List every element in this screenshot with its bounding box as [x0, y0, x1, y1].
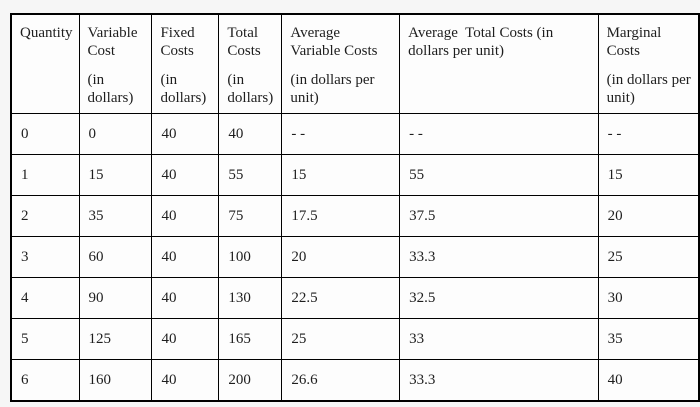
cell-r1-c6: 15: [597, 154, 700, 196]
cell-r2-c6: 20: [597, 195, 700, 237]
column-header-sublabel: (in dollars): [227, 72, 274, 106]
column-header-label: Marginal Costs: [606, 25, 666, 59]
cell-r0-c0: 0: [10, 113, 80, 155]
column-header-sublabel: (in dollars): [87, 72, 134, 106]
cell-r0-c2: 40: [151, 113, 220, 155]
cell-r5-c0: 5: [10, 318, 80, 360]
cell-r4-c6: 30: [597, 277, 700, 319]
column-header-label: Fixed Costs: [160, 25, 199, 59]
cell-r0-c5: - -: [399, 113, 599, 155]
cell-r6-c0: 6: [10, 359, 80, 401]
table-row-1: 1 15 40 55 15 55 15: [10, 154, 700, 196]
cell-r0-c6: - -: [597, 113, 700, 155]
column-header-label: Total Costs: [227, 25, 262, 59]
table-row-6: 6 160 40 200 26.6 33.3 40: [10, 359, 700, 401]
cell-r6-c2: 40: [151, 359, 220, 401]
cell-r5-c3: 165: [218, 318, 283, 360]
cell-r4-c1: 90: [78, 277, 153, 319]
column-header-6: Marginal Costs (in dollars per unit): [597, 13, 700, 114]
cell-r2-c4: 17.5: [281, 195, 401, 237]
column-header-label: Average Total Costs (in dollars per unit…: [408, 25, 557, 59]
table-row-5: 5 125 40 165 25 33 35: [10, 318, 700, 360]
cell-r1-c2: 40: [151, 154, 220, 196]
cell-r3-c4: 20: [281, 236, 401, 278]
cell-r3-c6: 25: [597, 236, 700, 278]
column-header-4: Average Variable Costs (in dollars per un…: [281, 13, 401, 114]
header-row: Quantity Variable Cost (in dollars) Fixed C…: [10, 13, 700, 114]
cell-r1-c1: 15: [78, 154, 153, 196]
cell-r1-c5: 55: [399, 154, 599, 196]
cell-r1-c3: 55: [218, 154, 283, 196]
cell-r4-c5: 32.5: [399, 277, 599, 319]
cell-r6-c1: 160: [78, 359, 153, 401]
column-header-label: Average Variable Costs: [290, 25, 378, 59]
cell-r3-c5: 33.3: [399, 236, 599, 278]
cell-r0-c3: 40: [218, 113, 283, 155]
column-header-label: Quantity: [20, 25, 73, 41]
table-row-2: 2 35 40 75 17.5 37.5 20: [10, 195, 700, 237]
cell-r6-c3: 200: [218, 359, 283, 401]
table-row-4: 4 90 40 130 22.5 32.5 30: [10, 277, 700, 319]
cell-r6-c5: 33.3: [399, 359, 599, 401]
cell-r3-c2: 40: [151, 236, 220, 278]
cell-r3-c1: 60: [78, 236, 153, 278]
column-header-sublabel: (in dollars per unit): [606, 72, 691, 106]
cost-table: Quantity Variable Cost (in dollars) Fixed C…: [10, 13, 700, 402]
cell-r3-c3: 100: [218, 236, 283, 278]
cell-r2-c2: 40: [151, 195, 220, 237]
table-row-3: 3 60 40 100 20 33.3 25: [10, 236, 700, 278]
column-header-sublabel: (in dollars per unit): [290, 72, 375, 106]
cell-r5-c4: 25: [281, 318, 401, 360]
cell-r2-c3: 75: [218, 195, 283, 237]
cell-r4-c0: 4: [10, 277, 80, 319]
cell-r1-c0: 1: [10, 154, 80, 196]
cell-r0-c1: 0: [78, 113, 153, 155]
cell-r3-c0: 3: [10, 236, 80, 278]
column-header-label: Variable Cost: [87, 25, 142, 59]
cell-r6-c6: 40: [597, 359, 700, 401]
cell-r2-c0: 2: [10, 195, 80, 237]
cell-r0-c4: - -: [281, 113, 401, 155]
cell-r5-c5: 33: [399, 318, 599, 360]
column-header-2: Fixed Costs (in dollars): [151, 13, 220, 114]
cell-r1-c4: 15: [281, 154, 401, 196]
cell-r4-c3: 130: [218, 277, 283, 319]
column-header-sublabel: (in dollars): [160, 72, 207, 106]
column-header-1: Variable Cost (in dollars): [78, 13, 153, 114]
cell-r2-c1: 35: [78, 195, 153, 237]
table-body: 0 0 40 40- -- -- -1 15 40 55 15 55 15 2 35 40 75 17.5 3…: [10, 113, 700, 401]
cell-r2-c5: 37.5: [399, 195, 599, 237]
cell-r4-c4: 22.5: [281, 277, 401, 319]
column-header-3: Total Costs (in dollars): [218, 13, 283, 114]
cost-table-container: Quantity Variable Cost (in dollars) Fixed C…: [10, 13, 700, 402]
cell-r5-c6: 35: [597, 318, 700, 360]
cell-r5-c2: 40: [151, 318, 220, 360]
cell-r4-c2: 40: [151, 277, 220, 319]
cell-r6-c4: 26.6: [281, 359, 401, 401]
column-header-0: Quantity: [10, 13, 80, 114]
column-header-5: Average Total Costs (in dollars per unit…: [399, 13, 599, 114]
cell-r5-c1: 125: [78, 318, 153, 360]
table-row-0: 0 0 40 40- -- -- -: [10, 113, 700, 155]
